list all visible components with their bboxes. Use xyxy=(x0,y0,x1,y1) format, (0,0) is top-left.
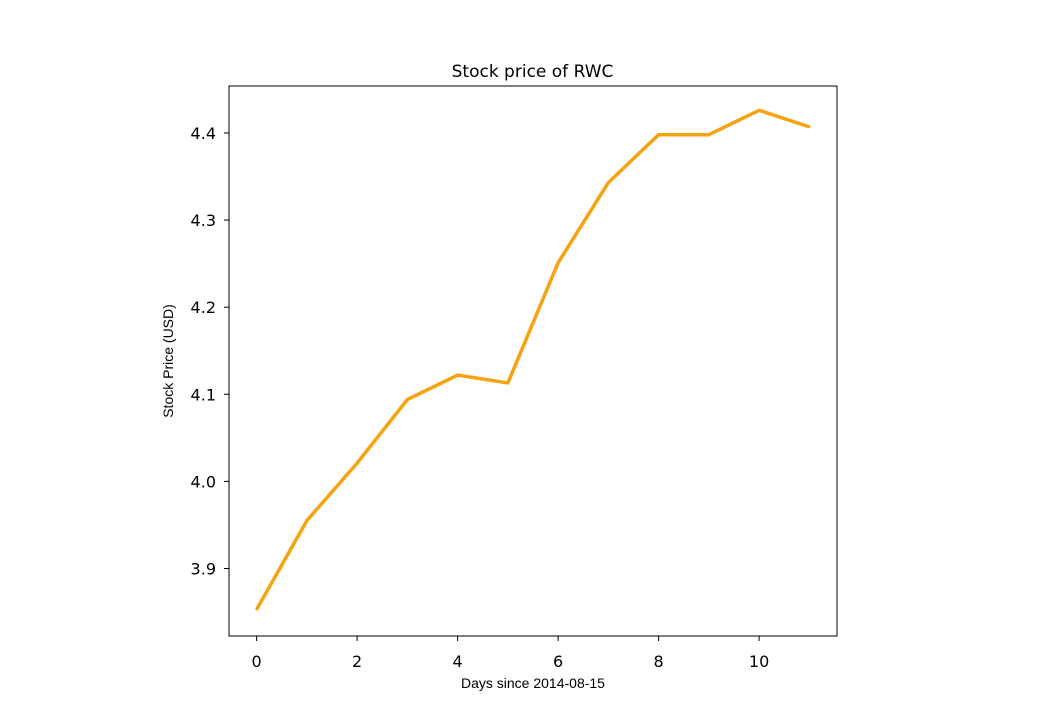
series-line xyxy=(257,110,810,609)
y-tick-label: 4.0 xyxy=(191,472,216,491)
x-axis-label: Days since 2014-08-15 xyxy=(461,675,605,691)
y-tick-label: 4.3 xyxy=(191,211,216,230)
data-point xyxy=(456,374,458,376)
data-point xyxy=(507,382,509,384)
series-layer xyxy=(255,109,810,611)
x-axis-ticks: 0 2 4 6 8 10 xyxy=(252,636,770,671)
data-point xyxy=(356,462,358,464)
chart-title: Stock price of RWC xyxy=(452,62,614,82)
y-tick-label: 3.9 xyxy=(191,559,216,578)
x-tick-label: 2 xyxy=(352,652,362,671)
x-tick-label: 8 xyxy=(654,652,664,671)
x-tick-label: 0 xyxy=(252,652,262,671)
y-tick-label: 4.2 xyxy=(191,298,216,317)
x-tick-label: 10 xyxy=(749,652,769,671)
data-point xyxy=(657,133,659,135)
data-point xyxy=(708,133,710,135)
data-point xyxy=(306,519,308,521)
y-tick-label: 4.4 xyxy=(191,124,216,143)
data-point xyxy=(758,109,760,111)
y-axis-label: Stock Price (USD) xyxy=(160,304,176,418)
data-point xyxy=(607,181,609,183)
plot-area-frame xyxy=(229,86,837,636)
data-point xyxy=(255,608,257,610)
y-axis-ticks: 3.9 4.0 4.1 4.2 4.3 4.4 xyxy=(191,124,229,579)
y-tick-label: 4.1 xyxy=(191,385,216,404)
data-point xyxy=(557,262,559,264)
data-point xyxy=(808,126,810,128)
data-point xyxy=(406,398,408,400)
x-tick-label: 4 xyxy=(453,652,463,671)
x-tick-label: 6 xyxy=(553,652,563,671)
